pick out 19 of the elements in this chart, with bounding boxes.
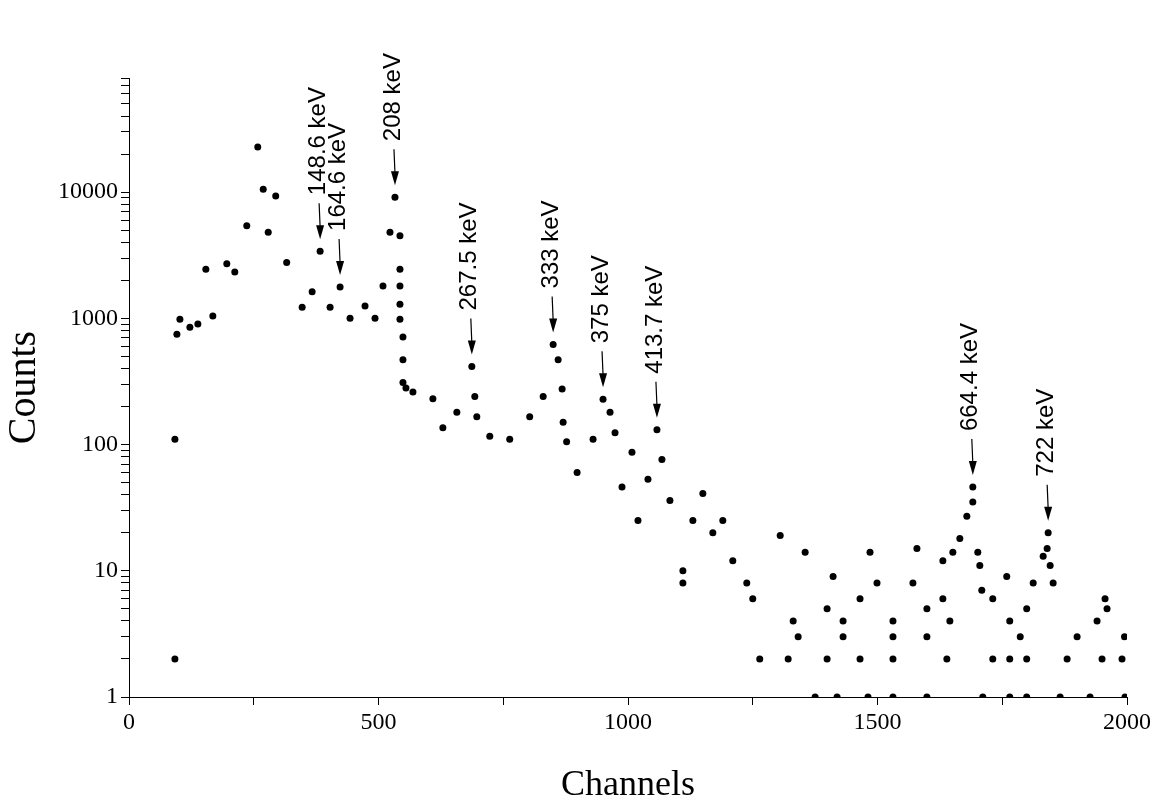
y-tick-label: 1000 (70, 303, 118, 330)
annotation: 267.5 keV (454, 202, 482, 311)
x-tick-label: 1500 (853, 707, 902, 734)
annotation: 375 keV (585, 255, 613, 344)
annotation: 333 keV (535, 200, 563, 289)
annotation: 722 keV (1030, 388, 1058, 477)
annotation: 664.4 keV (955, 322, 983, 432)
y-tick-label: 100 (82, 429, 118, 456)
x-tick-label: 2000 (1103, 707, 1151, 734)
annotation: 208 keV (377, 53, 405, 142)
x-tick-label: 1000 (604, 707, 652, 734)
x-tick-label: 0 (123, 707, 135, 734)
x-axis-title: Channels (561, 762, 695, 803)
y-tick-label: 10000 (58, 177, 118, 204)
y-tick-label: 10 (94, 556, 118, 583)
y-tick-label: 1 (106, 682, 118, 709)
y-axis-title: Counts (0, 330, 44, 445)
annotation: 413.7 keV (639, 265, 667, 374)
x-tick-label: 500 (360, 707, 397, 734)
